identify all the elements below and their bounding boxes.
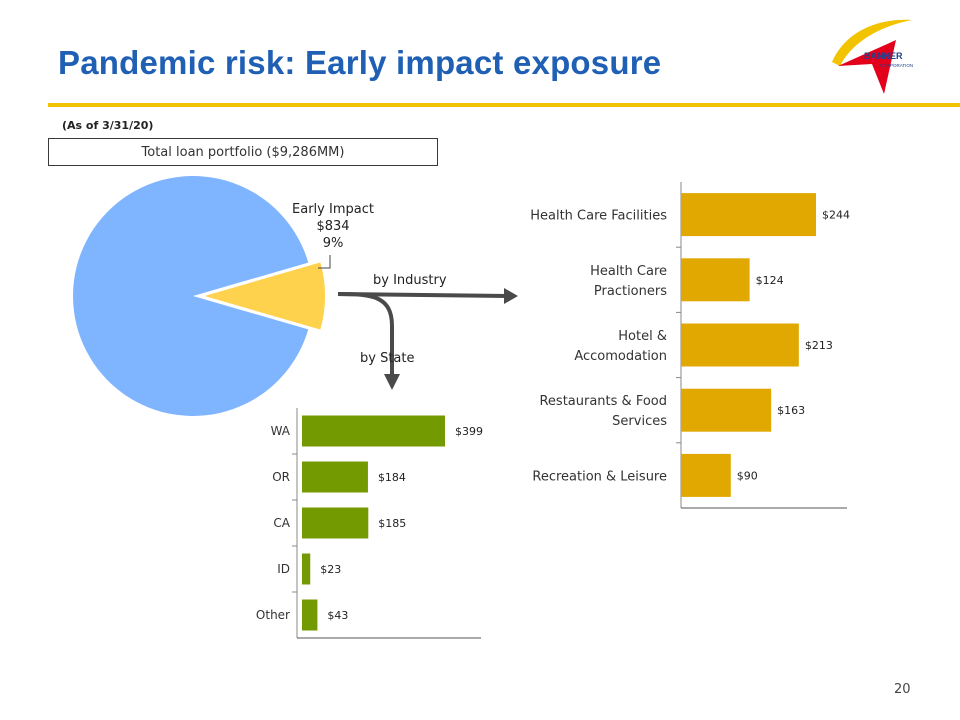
as-of-date: (As of 3/31/20) bbox=[62, 119, 154, 132]
state-value-id: $23 bbox=[320, 563, 341, 576]
pie-chart bbox=[73, 176, 327, 416]
industry-value-restaurants-food-services: $163 bbox=[777, 404, 805, 417]
state-value-other: $43 bbox=[327, 609, 348, 622]
state-label-other: Other bbox=[256, 608, 290, 622]
pie-label-line-3: 9% bbox=[323, 236, 344, 251]
industry-label-hotel-accomodation: Hotel & bbox=[618, 329, 667, 344]
state-value-or: $184 bbox=[378, 471, 406, 484]
state-label-wa: WA bbox=[271, 424, 291, 438]
arrow-by-state bbox=[337, 292, 400, 390]
state-bar-chart: $399 WA $184 OR $185 CA $23 ID $43 Other bbox=[256, 408, 483, 639]
industry-label-recreation-leisure: Recreation & Leisure bbox=[532, 469, 667, 484]
industry-bar-hotel-accomodation bbox=[681, 323, 799, 367]
state-bar-other bbox=[302, 599, 318, 631]
state-value-ca: $185 bbox=[378, 517, 406, 530]
industry-label-restaurants-food-services: Restaurants & Food bbox=[539, 394, 667, 409]
arrow-by-industry-label: by Industry bbox=[373, 273, 447, 288]
state-value-wa: $399 bbox=[455, 425, 483, 438]
industry-value-health-care-facilities: $244 bbox=[822, 209, 850, 222]
state-bar-wa bbox=[302, 415, 445, 447]
industry-bar-health-care-practioners bbox=[681, 258, 750, 302]
title-rule bbox=[48, 103, 960, 107]
industry-bar-chart: $244 Health Care Facilities $124 Health Car… bbox=[530, 182, 850, 509]
industry-label-health-care-practioners: Practioners bbox=[594, 284, 667, 299]
industry-value-hotel-accomodation: $213 bbox=[805, 339, 833, 352]
industry-label-restaurants-food-services: Services bbox=[612, 414, 667, 429]
state-bar-ca bbox=[302, 507, 369, 539]
industry-bar-recreation-leisure bbox=[681, 453, 731, 497]
pie-slice-other bbox=[73, 176, 309, 416]
industry-label-health-care-practioners: Health Care bbox=[590, 264, 667, 279]
state-label-ca: CA bbox=[273, 516, 290, 530]
pie-slice-early-impact bbox=[197, 259, 327, 333]
page-number: 20 bbox=[894, 682, 911, 697]
industry-label-health-care-facilities: Health Care Facilities bbox=[530, 209, 667, 224]
state-bar-or bbox=[302, 461, 368, 493]
state-label-or: OR bbox=[272, 470, 290, 484]
industry-bar-restaurants-food-services bbox=[681, 388, 772, 432]
state-label-id: ID bbox=[277, 562, 290, 576]
pie-label-leader bbox=[318, 255, 331, 269]
industry-bar-health-care-facilities bbox=[681, 193, 816, 237]
state-bar-id bbox=[302, 553, 311, 585]
industry-value-health-care-practioners: $124 bbox=[756, 274, 784, 287]
pie-label-line-1: Early Impact bbox=[292, 202, 374, 217]
industry-label-hotel-accomodation: Accomodation bbox=[574, 349, 667, 364]
portfolio-label: Total loan portfolio ($9,286MM) bbox=[48, 138, 438, 166]
industry-value-recreation-leisure: $90 bbox=[737, 469, 758, 482]
pie-label-line-2: $834 bbox=[316, 219, 349, 234]
arrow-by-state-label: by State bbox=[360, 351, 415, 366]
page-title: Pandemic risk: Early impact exposure bbox=[58, 44, 662, 81]
